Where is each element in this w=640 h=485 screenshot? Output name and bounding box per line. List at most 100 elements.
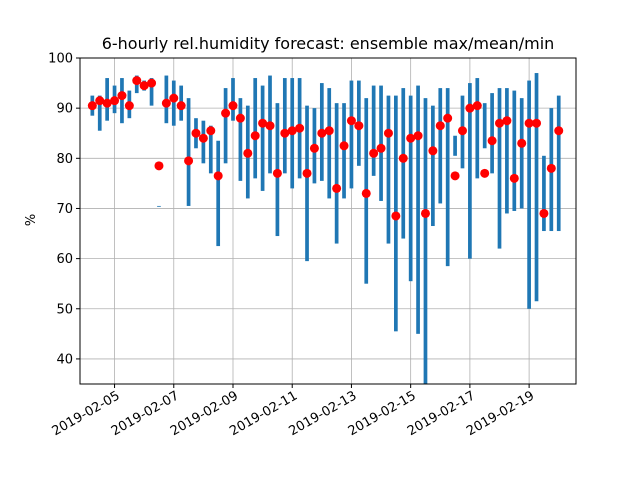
mean-marker [406,133,416,143]
mean-marker [428,146,438,156]
y-axis-label: % [24,214,39,226]
range-bar [542,155,546,232]
mean-marker [124,101,134,111]
mean-marker [147,78,157,88]
mean-marker [517,138,527,148]
range-bar [157,205,161,207]
y-tick-label: 90 [56,102,73,117]
range-bar [149,78,154,106]
mean-marker [272,168,282,178]
range-bar [208,125,213,174]
range-bar [120,78,124,124]
mean-marker [191,128,201,138]
mean-marker [532,118,542,128]
mean-marker [169,93,179,103]
mean-marker [465,103,475,113]
mean-marker [302,168,312,178]
mean-marker [398,153,408,163]
range-bar [305,105,309,262]
mean-marker [228,101,238,111]
y-tick-label: 40 [56,352,73,367]
range-bar [386,95,391,244]
range-bars [90,73,561,384]
range-bar [379,85,383,201]
mean-marker [317,128,327,138]
range-bar [482,103,487,149]
mean-marker [480,168,490,178]
y-tick-label: 80 [56,152,73,167]
mean-marker [457,126,467,136]
range-bar [97,95,102,131]
mean-marker [339,141,349,151]
range-bar [260,85,265,191]
range-bar [371,85,376,176]
range-bar [253,78,258,179]
mean-marker [258,118,268,128]
range-bar [519,98,524,209]
mean-marker [235,113,245,123]
mean-marker [213,171,223,181]
mean-marker [139,81,149,91]
range-bar [453,135,457,156]
plot-frame [79,57,577,385]
range-bar [238,98,243,181]
range-bar [556,95,561,232]
mean-marker [102,98,112,108]
range-bar [408,95,413,282]
mean-marker [95,96,105,106]
y-tick-label: 100 [48,52,73,67]
mean-marker [309,143,319,153]
range-bar [416,85,420,334]
range-bar [171,80,176,126]
mean-marker [369,148,379,158]
range-bar [497,88,502,249]
range-bar [334,103,339,244]
mean-marker [132,76,142,86]
range-bar [512,90,517,211]
mean-marker [198,133,208,143]
range-bar [282,78,287,174]
mean-marker [487,136,497,146]
mean-marker [184,156,194,166]
range-bar [186,98,191,206]
range-bar [438,88,443,204]
mean-marker [250,131,260,141]
range-bar [475,78,480,179]
mean-marker [495,118,505,128]
range-bar [534,73,539,302]
mean-marker [420,208,430,218]
range-bar [231,78,235,121]
mean-marker [413,131,423,141]
mean-marker [117,91,127,101]
range-bar [423,98,428,384]
mean-marker [376,143,386,153]
mean-marker [554,126,564,136]
mean-marker [383,128,393,138]
mean-marker [280,128,290,138]
mean-marker [110,96,120,106]
mean-marker [391,211,401,221]
y-tick-label: 70 [56,202,73,217]
mean-marker [243,148,253,158]
range-bar [216,140,221,247]
range-bar [401,88,406,239]
mean-marker [450,171,460,181]
mean-marker [502,116,512,126]
mean-markers [87,76,564,221]
x-tick-label: 2019-02-19 [464,388,537,439]
mean-marker [435,121,445,131]
mean-marker [295,123,305,133]
mean-marker [443,113,453,123]
y-tick-label: 60 [56,252,73,267]
mean-marker [332,183,342,193]
range-bar [431,105,435,227]
mean-marker [509,173,519,183]
mean-marker [265,121,275,131]
mean-marker [176,101,186,111]
range-bar [527,80,531,309]
mean-marker [221,108,231,118]
range-bar [349,80,354,189]
mean-marker [354,121,364,131]
